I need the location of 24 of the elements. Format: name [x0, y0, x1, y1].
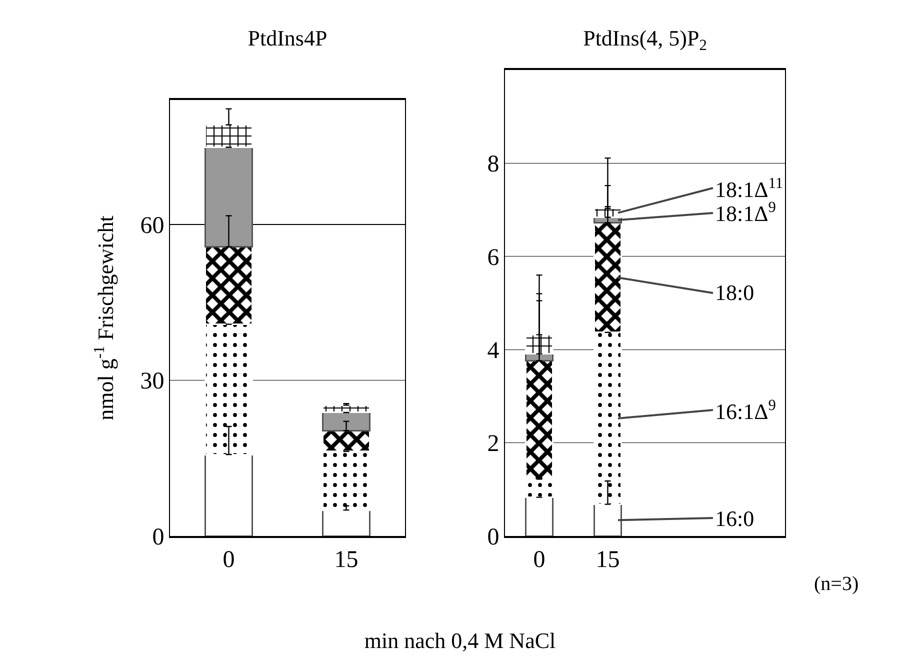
bar	[204, 124, 253, 148]
text: 18:0	[715, 280, 754, 305]
text: (n=3)	[814, 573, 859, 595]
x-axis-title: min nach 0,4 M NaCl	[363, 628, 557, 654]
y-tick-label: 8	[487, 152, 500, 178]
y-tick-label: 6	[487, 244, 500, 271]
chart-title: PtdIns4P	[248, 25, 328, 50]
text: 16:1Δ$^{9}$	[715, 397, 776, 424]
chart-title: PtdIns(4, 5)P$_{2}$	[583, 25, 707, 54]
text: 16:0	[715, 506, 754, 531]
y-tick-label: 2	[487, 431, 500, 458]
y-tick-label: 0	[152, 524, 164, 550]
y-tick-label: 60	[140, 212, 164, 239]
x-tick-label: 15	[334, 546, 358, 573]
y-tick-label: 30	[140, 368, 164, 395]
bar	[322, 412, 370, 432]
bar	[524, 334, 554, 355]
y-tick-label: 4	[487, 338, 500, 364]
bar	[204, 146, 253, 248]
y-tick-label: 0	[487, 524, 500, 550]
bar	[322, 404, 370, 414]
x-tick-label: 0	[222, 546, 235, 573]
x-tick-label: 0	[533, 546, 546, 573]
x-tick-label: 15	[596, 546, 620, 573]
